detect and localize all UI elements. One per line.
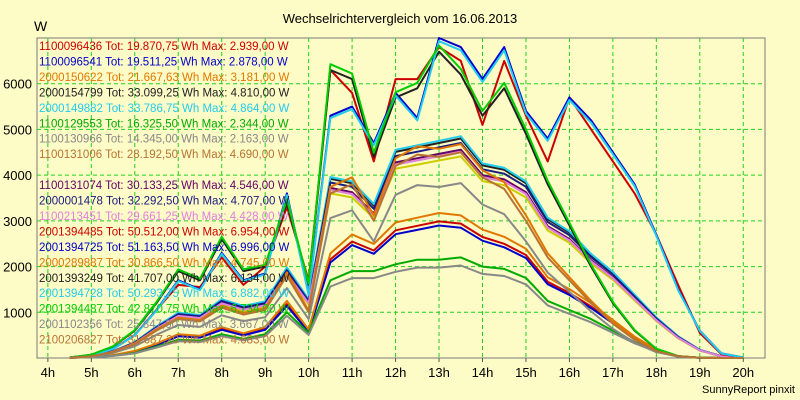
x-tick-label: 17h <box>602 365 624 380</box>
series-line <box>69 264 744 359</box>
grid <box>37 38 765 358</box>
legend-entry: 2000154799 Tot: 33.099,25 Wh Max: 4.810,… <box>39 87 290 99</box>
y-axis-label: W <box>34 18 48 34</box>
x-tick-label: 16h <box>559 365 581 380</box>
legend-entry: 2000150622 Tot: 21.667,63 Wh Max: 3.181,… <box>39 72 290 84</box>
legend-entry: 2001394728 Tot: 50.293,75 Wh Max: 6.882,… <box>39 288 290 300</box>
x-tick-label: 9h <box>258 365 272 380</box>
legend-entry: 2001393249 Tot: 41.707,00 Wh Max: 6.134,… <box>39 273 290 285</box>
legend-entry: 2001394485 Tot: 50.512,00 Wh Max: 6.954,… <box>39 226 290 238</box>
x-tick-label: 11h <box>342 365 363 380</box>
legend-entry: 2001394487 Tot: 42.870,75 Wh Max: 6.734,… <box>39 304 290 316</box>
y-tick-label: 6000 <box>3 77 32 92</box>
legend-entry: 1100213451 Tot: 29.661,25 Wh Max: 4.428,… <box>39 211 289 223</box>
series-line <box>69 142 744 359</box>
series-line <box>69 150 744 359</box>
chart-title: Wechselrichtervergleich vom 16.06.2013 <box>283 11 518 26</box>
series-line <box>69 212 744 359</box>
legend-entry: 2001102356 Tot: 25.847,00 Wh Max: 3.667,… <box>39 319 289 331</box>
legend-entry: 2000149882 Tot: 33.786,75 Wh Max: 4.864,… <box>39 103 290 115</box>
x-tick-label: 12h <box>385 365 407 380</box>
series-lines <box>69 37 744 359</box>
legend-entry: 2100206827 Tot: 31.687,20 Wh Max: 4.683,… <box>39 335 290 347</box>
credit-text: SunnyReport pinxit <box>702 384 795 396</box>
x-tick-label: 6h <box>128 365 142 380</box>
x-tick-label: 18h <box>645 365 667 380</box>
series-line <box>69 182 744 359</box>
series-line <box>69 46 744 359</box>
legend-entry: 1100131006 Tot: 28.192,50 Wh Max: 4.690,… <box>39 149 289 161</box>
y-tick-label: 5000 <box>3 122 32 137</box>
y-tick-label: 1000 <box>3 305 32 320</box>
x-tick-label: 10h <box>298 365 320 380</box>
y-tick-label: 4000 <box>3 168 32 183</box>
x-tick-label: 4h <box>41 365 55 380</box>
axes: 4h 5h 6h 7h 8h 9h 10h 11h 12h 13h 14h 15h 16h 17h 18h 1… <box>3 77 754 380</box>
series-line <box>69 151 744 359</box>
y-tick-label: 3000 <box>3 214 32 229</box>
x-tick-label: 7h <box>171 365 185 380</box>
legend-entry: 1100096541 Tot: 19.511,25 Wh Max: 2.878,… <box>39 56 288 68</box>
x-tick-label: 5h <box>84 365 98 380</box>
x-tick-label: 13h <box>428 365 450 380</box>
legend: 1100096436 Tot: 19.870,75 Wh Max: 2.939,… <box>39 41 290 347</box>
legend-entry: 2000289887 Tot: 30.866,50 Wh Max: 4.745,… <box>39 257 290 269</box>
x-tick-label: 15h <box>515 365 537 380</box>
x-tick-label: 19h <box>689 365 711 380</box>
legend-entry: 1100129553 Tot: 16.325,50 Wh Max: 2.344,… <box>39 118 289 130</box>
x-tick-label: 8h <box>214 365 228 380</box>
legend-entry: 1100131074 Tot: 30.133,25 Wh Max: 4.546,… <box>39 180 289 192</box>
x-tick-label: 14h <box>472 365 494 380</box>
legend-entry: 2001394725 Tot: 51.163,50 Wh Max: 6.996,… <box>39 242 290 254</box>
series-line <box>69 44 744 359</box>
legend-entry: 1100096436 Tot: 19.870,75 Wh Max: 2.939,… <box>39 41 289 53</box>
y-tick-label: 2000 <box>3 260 32 275</box>
legend-entry: 2000001478 Tot: 32.292,50 Wh Max: 4.707,… <box>39 196 290 208</box>
x-tick-label: 20h <box>732 365 754 380</box>
series-line <box>69 135 744 359</box>
legend-entry: 1100130966 Tot: 14.345,00 Wh Max: 2.163,… <box>39 134 289 146</box>
series-line <box>69 40 744 359</box>
